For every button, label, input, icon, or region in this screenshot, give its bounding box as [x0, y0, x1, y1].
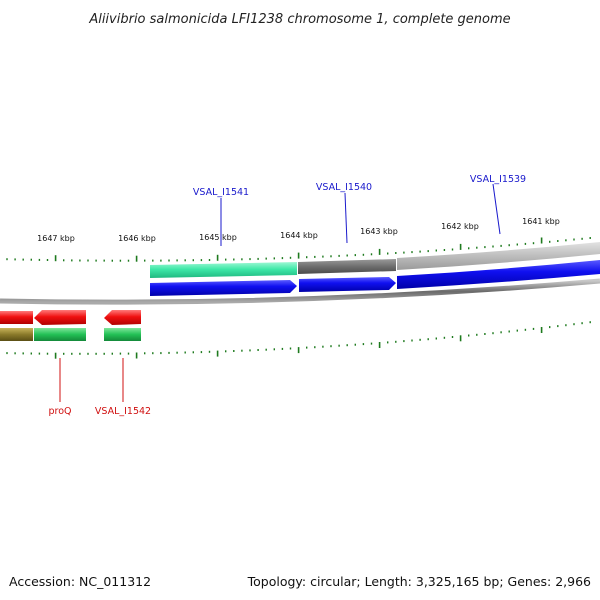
reverse-cds-track: [0, 310, 141, 325]
bottom-gene-labels: proQ VSAL_I1542: [48, 358, 151, 417]
gene-feature-lightgrey[interactable]: [397, 242, 600, 270]
scale-ticks-lower: [6, 321, 591, 359]
cds-arrow-vsal-i1542[interactable]: [104, 310, 141, 325]
scale-label: 1645 kbp: [199, 233, 237, 242]
genome-backbone: [0, 278, 600, 305]
scale-label: 1642 kbp: [441, 222, 479, 231]
cds-arrow-vsal-i1541[interactable]: [150, 280, 297, 296]
gene-label-vsal-i1540[interactable]: VSAL_I1540: [316, 182, 372, 193]
gene-feature-olive[interactable]: [0, 328, 33, 341]
outer-feature-ring: [150, 242, 600, 278]
cds-arrow-reverse-partial[interactable]: [0, 311, 33, 324]
gene-feature-teal[interactable]: [150, 262, 297, 278]
gene-feature-grey[interactable]: [298, 259, 396, 274]
gene-feature-proq[interactable]: [34, 328, 86, 341]
scale-ticks-upper: [6, 237, 591, 262]
gene-label-vsal-i1542[interactable]: VSAL_I1542: [95, 406, 151, 417]
genome-summary-text: Topology: circular; Length: 3,325,165 bp…: [247, 574, 591, 589]
label-leader-line: [344, 192, 348, 244]
scale-labels: 1647 kbp 1646 kbp 1645 kbp 1644 kbp 1643…: [37, 217, 560, 243]
scale-label: 1644 kbp: [280, 231, 318, 240]
map-title: Aliivibrio salmonicida LFI1238 chromosom…: [88, 12, 510, 27]
gene-feature-vsal-i1542[interactable]: [104, 328, 141, 341]
gene-label-vsal-i1539[interactable]: VSAL_I1539: [470, 174, 526, 185]
scale-label: 1641 kbp: [522, 217, 560, 226]
scale-label: 1646 kbp: [118, 234, 156, 243]
top-gene-labels: VSAL_I1541 VSAL_I1540 VSAL_I1539: [193, 174, 526, 246]
gene-label-proq[interactable]: proQ: [48, 406, 71, 417]
gene-label-vsal-i1541[interactable]: VSAL_I1541: [193, 187, 249, 198]
cds-arrow-proq[interactable]: [34, 310, 86, 325]
scale-label: 1647 kbp: [37, 234, 75, 243]
cds-arrow-vsal-i1539[interactable]: [397, 260, 600, 289]
label-leader-line: [492, 183, 501, 235]
accession-text: Accession: NC_011312: [9, 574, 151, 589]
forward-cds-track: [150, 260, 600, 296]
scale-label: 1643 kbp: [360, 227, 398, 236]
inner-feature-ring: [0, 328, 141, 341]
cds-arrow-vsal-i1540[interactable]: [299, 277, 396, 292]
